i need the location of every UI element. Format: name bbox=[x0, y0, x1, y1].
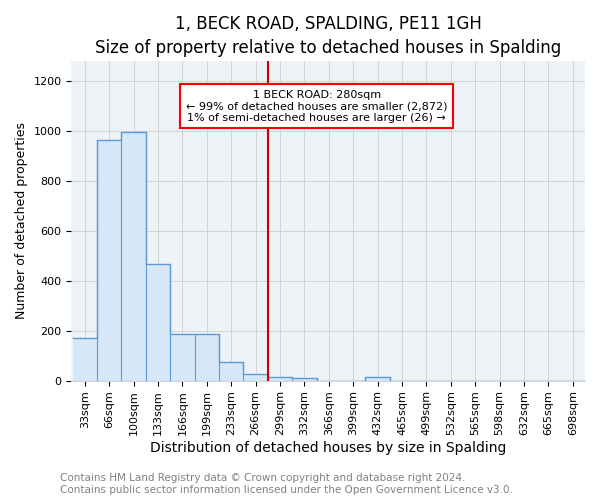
Y-axis label: Number of detached properties: Number of detached properties bbox=[15, 122, 28, 320]
Text: Contains HM Land Registry data © Crown copyright and database right 2024.
Contai: Contains HM Land Registry data © Crown c… bbox=[60, 474, 513, 495]
Title: 1, BECK ROAD, SPALDING, PE11 1GH
Size of property relative to detached houses in: 1, BECK ROAD, SPALDING, PE11 1GH Size of… bbox=[95, 15, 562, 56]
X-axis label: Distribution of detached houses by size in Spalding: Distribution of detached houses by size … bbox=[150, 441, 506, 455]
Text: 1 BECK ROAD: 280sqm
← 99% of detached houses are smaller (2,872)
1% of semi-deta: 1 BECK ROAD: 280sqm ← 99% of detached ho… bbox=[186, 90, 448, 123]
